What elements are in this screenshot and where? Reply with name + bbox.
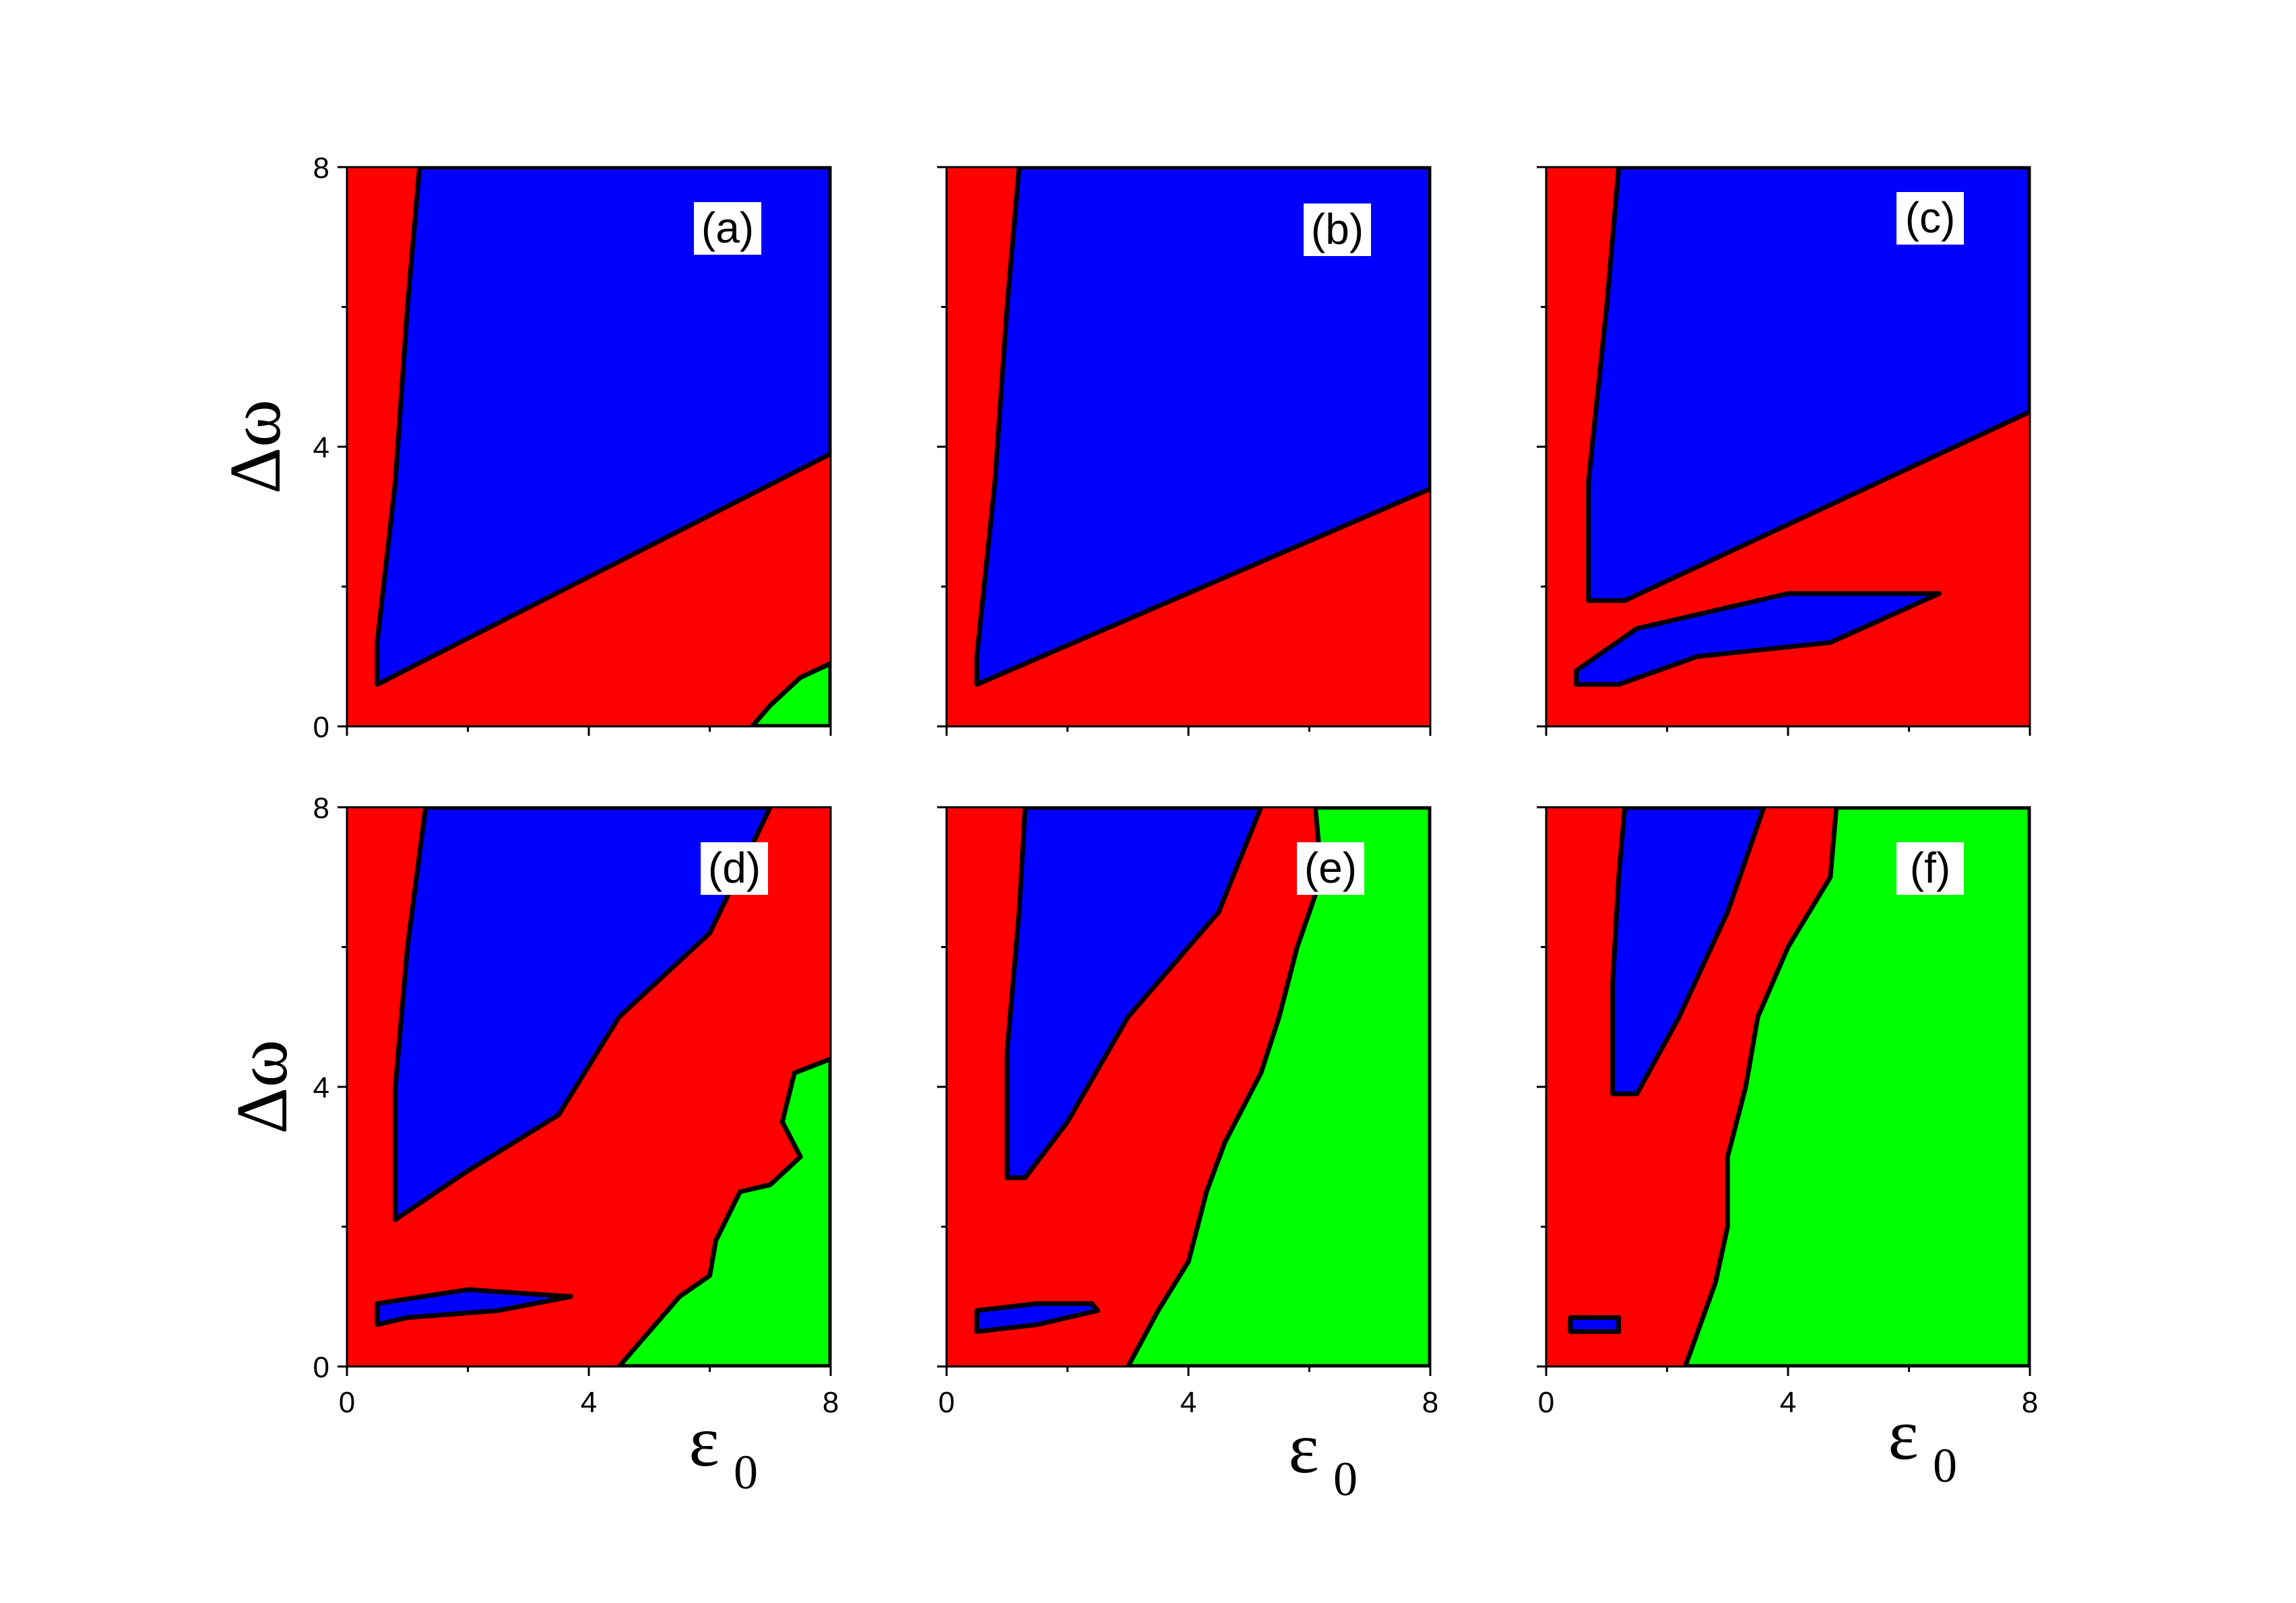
panel-label-box [694, 202, 761, 255]
x-axis-title: ε [1288, 1408, 1318, 1488]
panel-label-box [1304, 203, 1371, 256]
x-axis-title: ε [1888, 1395, 1918, 1475]
panel-e: 0 4 8 (e) [937, 806, 1438, 1419]
x-axis-title: ε [689, 1402, 719, 1482]
panel-label: (d) [708, 844, 761, 892]
x-axis-title-subscript: 0 [1333, 1452, 1358, 1506]
green-region [1125, 807, 1430, 1366]
blue-region [1568, 1315, 1622, 1334]
panel-b: (b) [937, 166, 1432, 736]
panel-label-box [1297, 842, 1364, 895]
panel-label-box [701, 842, 768, 895]
blue-region [974, 167, 1430, 687]
green-region [1682, 807, 2030, 1366]
blue-region [974, 1301, 1100, 1334]
x-tick-label: 4 [1180, 1386, 1197, 1419]
blue-region [375, 167, 831, 687]
blue-region [1610, 807, 1766, 1096]
panel-label: (b) [1311, 205, 1364, 253]
panel-a: 0 4 8 (a) [313, 152, 832, 744]
panel-c: (c) [1537, 166, 2031, 736]
panel-label: (a) [701, 203, 754, 252]
y-tick-label: 8 [313, 792, 329, 825]
y-axis-title: Δω [216, 400, 296, 495]
x-axis-title-subscript: 0 [734, 1445, 758, 1499]
green-region [616, 1057, 831, 1366]
x-tick-label: 4 [1780, 1386, 1796, 1419]
blue-region [1574, 591, 1942, 687]
y-axis-title: Δω [222, 1040, 302, 1135]
x-tick-label: 4 [581, 1386, 597, 1419]
panel-label: (f) [1910, 844, 1950, 892]
y-tick-label: 4 [313, 1071, 329, 1104]
x-tick-label: 8 [2022, 1386, 2038, 1419]
panel-label-box [1896, 842, 1964, 895]
x-tick-label: 8 [823, 1386, 839, 1419]
y-tick-label: 4 [313, 431, 329, 464]
y-tick-label: 0 [313, 1351, 329, 1384]
blue-region [1586, 167, 2030, 603]
x-tick-label: 0 [938, 1386, 955, 1419]
x-axis-title-subscript: 0 [1933, 1439, 1957, 1492]
y-tick-label: 0 [313, 711, 329, 744]
panel-label: (e) [1304, 844, 1357, 892]
panel-label-box [1896, 192, 1964, 245]
panel-f: 0 4 8 (f) [1537, 806, 2038, 1419]
green-region [749, 661, 831, 726]
blue-region [1004, 807, 1264, 1181]
blue-region [375, 1287, 573, 1327]
x-tick-label: 8 [1422, 1386, 1438, 1419]
panel-d: 0 4 8 0 4 8 (d) [313, 792, 839, 1419]
panel-label: (c) [1905, 193, 1956, 242]
y-tick-label: 8 [313, 152, 329, 185]
x-tick-label: 0 [1538, 1386, 1554, 1419]
x-tick-label: 0 [339, 1386, 355, 1419]
